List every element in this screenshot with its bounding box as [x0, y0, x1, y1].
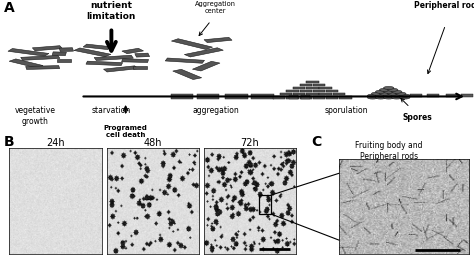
Bar — [306, 87, 319, 89]
Polygon shape — [103, 66, 138, 72]
Circle shape — [383, 94, 394, 97]
Circle shape — [383, 86, 394, 89]
Polygon shape — [133, 66, 147, 69]
Text: Aggregation
center: Aggregation center — [195, 1, 236, 14]
Text: Programed
cell death: Programed cell death — [104, 125, 147, 138]
Bar — [319, 93, 332, 95]
Polygon shape — [172, 39, 212, 50]
Bar — [410, 94, 422, 98]
Bar — [333, 93, 345, 95]
Bar — [251, 94, 274, 99]
Text: sporulation: sporulation — [324, 106, 368, 115]
Bar — [313, 96, 325, 99]
Polygon shape — [94, 55, 133, 60]
Polygon shape — [8, 48, 49, 56]
Bar — [319, 87, 332, 89]
Polygon shape — [122, 59, 148, 63]
Title: 72h: 72h — [241, 138, 259, 148]
Text: aggregation: aggregation — [192, 106, 239, 115]
Bar — [286, 96, 299, 99]
Circle shape — [371, 92, 382, 95]
Polygon shape — [192, 61, 220, 71]
Title: 48h: 48h — [144, 138, 162, 148]
Text: A: A — [4, 1, 15, 15]
Polygon shape — [21, 55, 60, 60]
Circle shape — [375, 90, 386, 93]
Circle shape — [367, 94, 378, 97]
Bar — [313, 90, 325, 92]
Circle shape — [379, 92, 390, 95]
Polygon shape — [122, 48, 144, 54]
Bar — [339, 96, 352, 99]
Bar — [171, 94, 193, 99]
Polygon shape — [204, 37, 232, 43]
Circle shape — [379, 88, 390, 91]
Bar — [225, 94, 248, 99]
Circle shape — [367, 96, 378, 99]
Bar — [293, 93, 305, 95]
Polygon shape — [184, 48, 223, 57]
Bar — [306, 93, 319, 95]
Circle shape — [387, 88, 398, 91]
Circle shape — [383, 96, 394, 99]
Bar — [286, 90, 299, 92]
Polygon shape — [59, 48, 73, 51]
Polygon shape — [52, 52, 66, 56]
Polygon shape — [165, 58, 204, 63]
Polygon shape — [9, 59, 43, 68]
Bar — [259, 195, 271, 214]
Polygon shape — [86, 61, 123, 66]
Circle shape — [392, 94, 402, 97]
Circle shape — [392, 96, 402, 99]
Bar — [306, 81, 319, 83]
Circle shape — [375, 96, 386, 99]
Bar — [273, 96, 285, 99]
Circle shape — [400, 94, 410, 97]
Polygon shape — [32, 46, 63, 51]
Bar — [461, 94, 473, 98]
Polygon shape — [74, 48, 111, 57]
Bar — [300, 96, 312, 99]
Polygon shape — [173, 69, 202, 80]
Bar — [300, 90, 312, 92]
Bar — [427, 94, 439, 98]
Circle shape — [400, 96, 410, 99]
Text: Spores: Spores — [402, 113, 432, 122]
Circle shape — [387, 92, 398, 95]
Bar — [446, 94, 458, 98]
Text: Peripheral rods: Peripheral rods — [414, 1, 474, 10]
Bar — [326, 96, 338, 99]
Bar — [300, 84, 312, 86]
Circle shape — [395, 92, 406, 95]
Bar — [301, 95, 310, 99]
Text: C: C — [311, 135, 322, 149]
Polygon shape — [26, 66, 60, 69]
Circle shape — [375, 94, 386, 97]
Text: B: B — [4, 135, 14, 149]
Text: vegetative
growth: vegetative growth — [15, 106, 56, 126]
Polygon shape — [57, 59, 71, 62]
Polygon shape — [135, 53, 150, 57]
Title: 24h: 24h — [46, 138, 65, 148]
Bar — [326, 90, 338, 92]
Text: starvation: starvation — [92, 106, 131, 115]
Circle shape — [383, 90, 394, 93]
Text: nutrient
limitation: nutrient limitation — [87, 1, 136, 21]
Bar — [293, 87, 305, 89]
Bar — [280, 93, 292, 95]
Bar — [197, 94, 219, 99]
Bar — [313, 84, 325, 86]
Polygon shape — [83, 44, 111, 50]
Circle shape — [392, 90, 402, 93]
Text: Fruiting body and
Peripheral rods: Fruiting body and Peripheral rods — [355, 141, 422, 161]
Bar — [289, 95, 298, 99]
